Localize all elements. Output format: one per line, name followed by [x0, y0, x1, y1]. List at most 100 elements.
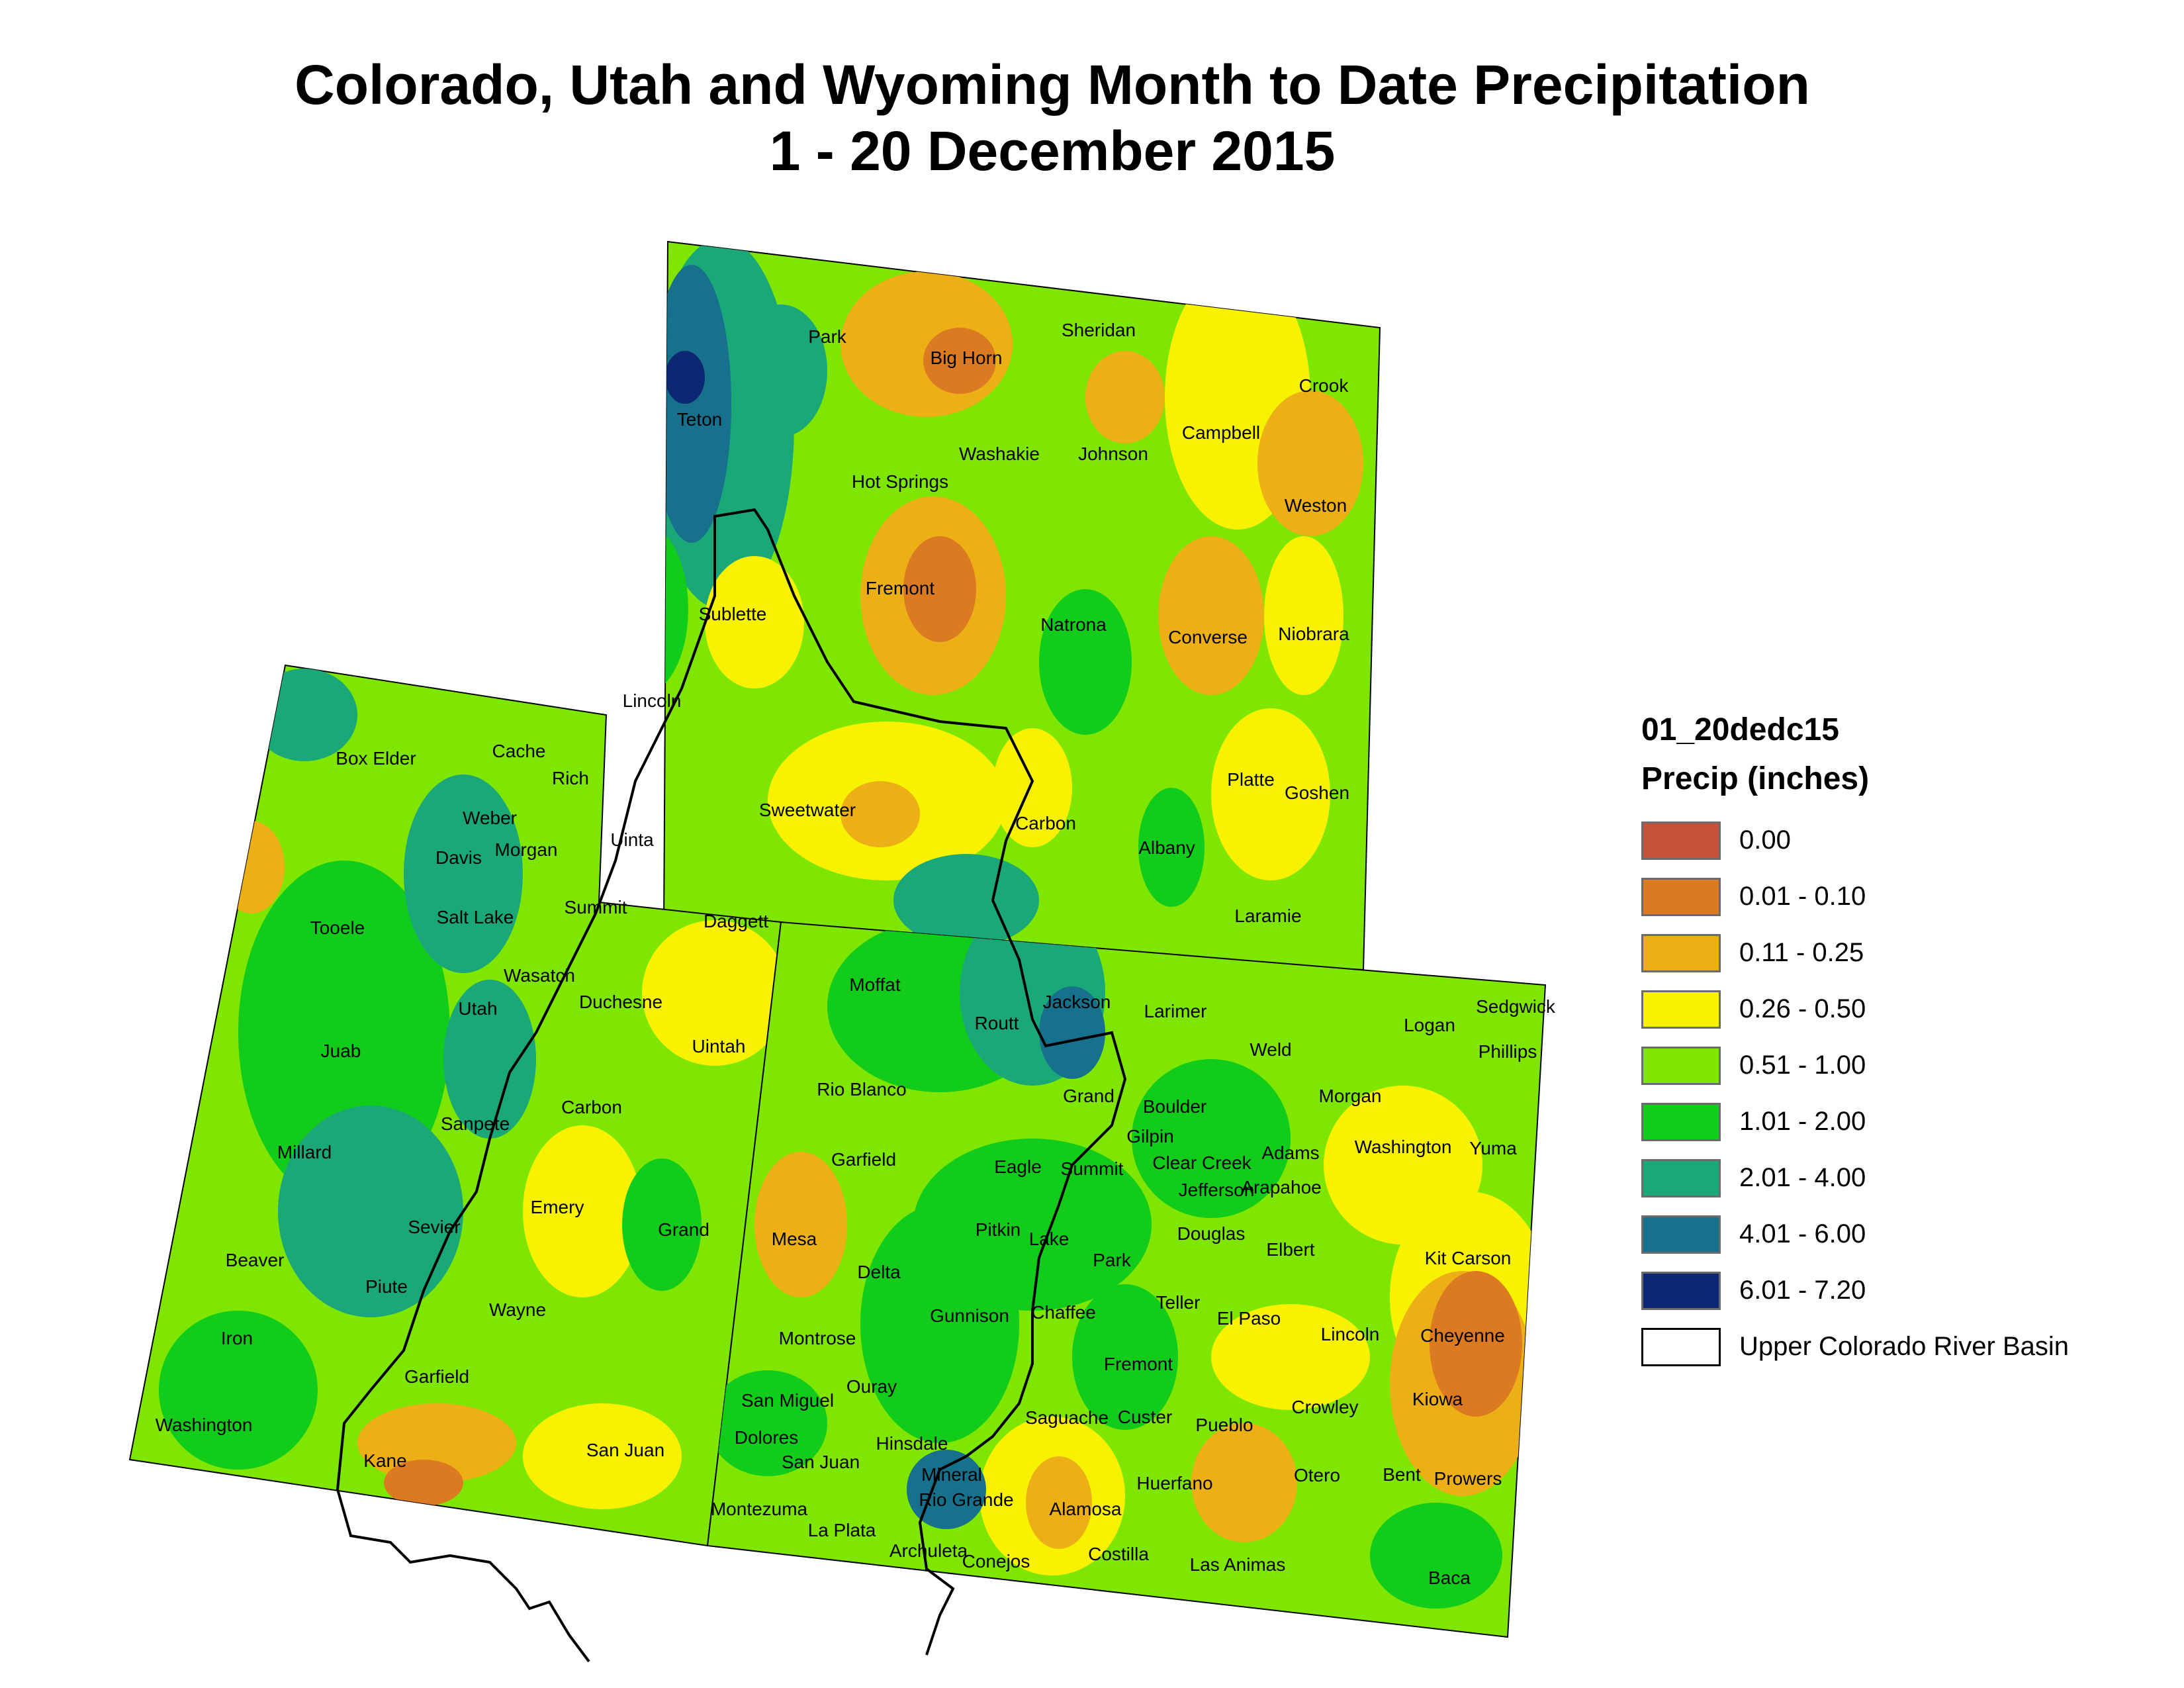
county-label: Carbon	[561, 1097, 622, 1117]
county-label: Piute	[365, 1276, 408, 1297]
county-label: Moffat	[849, 974, 901, 995]
county-label: Salt Lake	[437, 907, 514, 927]
county-label: Delta	[857, 1262, 901, 1282]
legend-label: 4.01 - 6.00	[1739, 1219, 1866, 1248]
county-label: Pitkin	[976, 1219, 1021, 1240]
county-label: Duchesne	[579, 992, 662, 1012]
county-label: Converse	[1168, 627, 1248, 647]
county-label: Dolores	[735, 1427, 798, 1448]
county-label: Grand	[1063, 1086, 1115, 1106]
legend-label: 2.01 - 4.00	[1739, 1163, 1866, 1192]
county-label: Prowers	[1434, 1468, 1502, 1489]
county-label: Niobrara	[1278, 624, 1349, 644]
county-label: Otero	[1294, 1465, 1340, 1485]
legend-swatch	[1641, 990, 1721, 1029]
county-label: Bent	[1383, 1464, 1421, 1485]
county-label: Box Elder	[336, 748, 416, 769]
legend-row: 0.11 - 0.25	[1641, 925, 2144, 981]
colorado-precip-fill	[708, 922, 1545, 1609]
county-label: Phillips	[1479, 1041, 1537, 1062]
legend-row-basin: Upper Colorado River Basin	[1641, 1319, 2144, 1375]
county-label: Sanpete	[441, 1113, 510, 1134]
county-label: Crook	[1299, 375, 1349, 396]
legend-label: 0.01 - 0.10	[1739, 882, 1866, 911]
legend-label: 0.11 - 0.25	[1739, 938, 1864, 967]
county-label: Sedgwick	[1476, 996, 1556, 1017]
county-label: Laramie	[1234, 906, 1301, 926]
county-label: Saguache	[1025, 1407, 1109, 1428]
county-label: Fremont	[1104, 1354, 1173, 1374]
county-label: Eagle	[994, 1156, 1042, 1177]
county-label: Park	[1093, 1250, 1132, 1270]
county-label: San Juan	[782, 1452, 860, 1472]
county-label: Uinta	[610, 829, 654, 850]
county-label: Kit Carson	[1425, 1248, 1512, 1268]
legend-row: 6.01 - 7.20	[1641, 1262, 2144, 1319]
county-label: Uintah	[692, 1036, 746, 1056]
legend-swatch	[1641, 1215, 1721, 1254]
legend-swatch	[1641, 933, 1721, 972]
county-label: Kiowa	[1412, 1389, 1463, 1409]
county-label: Gunnison	[930, 1305, 1009, 1326]
colorado-state	[706, 921, 1547, 1638]
county-label: Washakie	[959, 444, 1040, 464]
county-label: Hot Springs	[852, 471, 948, 492]
county-label: Crowley	[1291, 1397, 1358, 1417]
county-label: Cheyenne	[1420, 1325, 1505, 1346]
legend-row: 0.01 - 0.10	[1641, 868, 2144, 925]
county-label: Fremont	[866, 578, 934, 598]
legend-label: 0.26 - 0.50	[1739, 994, 1866, 1023]
legend-label: 6.01 - 7.20	[1739, 1276, 1866, 1305]
county-label: Douglas	[1177, 1223, 1246, 1244]
county-label: Juab	[321, 1041, 361, 1061]
county-label: Carbon	[1015, 813, 1076, 833]
county-label: Kane	[363, 1450, 406, 1471]
county-label: Gilpin	[1126, 1126, 1174, 1147]
county-label: Garfield	[831, 1149, 896, 1170]
county-label: La Plata	[808, 1520, 876, 1540]
legend-swatch	[1641, 1158, 1721, 1197]
county-label: Morgan	[1319, 1086, 1382, 1106]
county-label: Campbell	[1182, 422, 1260, 443]
county-label: Boulder	[1143, 1096, 1207, 1117]
county-label: Lincoln	[623, 690, 682, 711]
precipitation-map: Park Big Horn Sheridan Crook Teton Washakie Jo…	[128, 240, 1556, 1663]
county-label: Huerfano	[1136, 1473, 1212, 1493]
legend-swatch	[1641, 1271, 1721, 1310]
legend-label-basin: Upper Colorado River Basin	[1739, 1332, 2070, 1361]
county-label: Millard	[277, 1142, 332, 1162]
county-label: Davis	[435, 847, 482, 868]
county-label: Yuma	[1469, 1138, 1517, 1158]
county-label: San Miguel	[741, 1390, 834, 1411]
county-label: Las Animas	[1190, 1554, 1286, 1575]
legend-rows: 0.00 0.01 - 0.10 0.11 - 0.25 0.26 - 0.50 0.5…	[1641, 812, 2144, 1319]
county-label: Daggett	[704, 911, 768, 931]
legend-swatch	[1641, 821, 1721, 860]
legend-row: 4.01 - 6.00	[1641, 1206, 2144, 1262]
county-label: Sweetwater	[759, 800, 856, 820]
county-label: Johnson	[1078, 444, 1148, 464]
county-label: Weld	[1250, 1039, 1291, 1060]
county-label: Grand	[658, 1219, 709, 1240]
county-label: El Paso	[1217, 1308, 1281, 1329]
legend-row: 2.01 - 4.00	[1641, 1150, 2144, 1206]
county-label: Hinsdale	[876, 1433, 948, 1454]
county-label: Wasatch	[504, 965, 575, 986]
county-label: Montezuma	[711, 1499, 808, 1519]
county-label: Lake	[1029, 1229, 1069, 1249]
county-label: Teton	[677, 409, 723, 430]
county-label: Natrona	[1040, 614, 1107, 635]
county-label: Costilla	[1088, 1544, 1149, 1564]
county-label: Utah	[458, 998, 497, 1019]
county-label: Sheridan	[1062, 320, 1136, 340]
county-label: Big Horn	[931, 348, 1003, 368]
county-label: Cache	[492, 741, 546, 761]
county-label: Summit	[1061, 1158, 1124, 1179]
county-label: Albany	[1138, 837, 1195, 858]
legend-label: 0.00	[1739, 825, 1791, 855]
legend-label: 0.51 - 1.00	[1739, 1051, 1866, 1080]
county-label: Logan	[1404, 1015, 1455, 1035]
county-label: Montrose	[779, 1328, 856, 1348]
county-label: Sublette	[699, 604, 767, 624]
utah-state	[128, 664, 782, 1547]
